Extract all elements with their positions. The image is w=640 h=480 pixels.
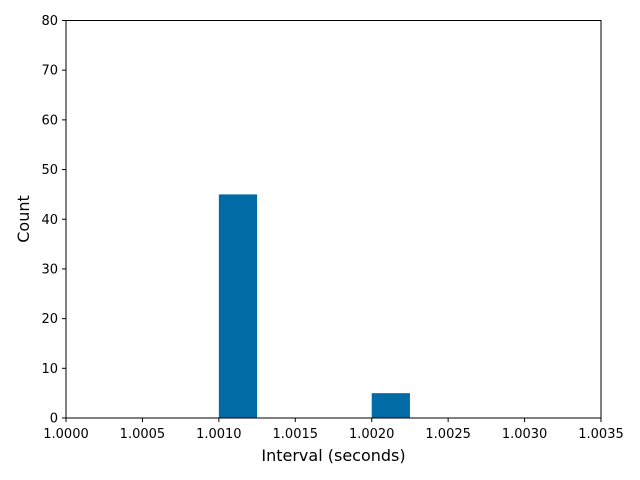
- x-tick-label-2: 1.0010: [196, 427, 242, 442]
- plot-frame: [65, 20, 602, 419]
- y-tick-label-6: 60: [41, 113, 58, 128]
- histogram-bar-0: [218, 194, 258, 418]
- y-tick-label-2: 20: [41, 312, 58, 327]
- y-tick-label-3: 30: [41, 262, 58, 277]
- x-tick-label-1: 1.0005: [120, 427, 166, 442]
- x-tick-label-7: 1.0035: [578, 427, 624, 442]
- x-tick-label-5: 1.0025: [425, 427, 471, 442]
- histogram-bar-1: [371, 393, 410, 418]
- y-tick-label-7: 70: [41, 64, 58, 79]
- x-tick-label-0: 1.0000: [43, 427, 89, 442]
- x-tick-label-3: 1.0015: [273, 427, 319, 442]
- x-tick-label-4: 1.0020: [349, 427, 395, 442]
- bars-group: [218, 194, 410, 418]
- y-axis-ticks: 0 10 20 30 40 50 60 70 80: [41, 14, 66, 427]
- x-axis-ticks: 1.0000 1.0005 1.0010 1.0015 1.0020 1.0025 1.00…: [43, 418, 624, 442]
- x-axis-label: Interval (seconds): [261, 446, 405, 465]
- y-tick-label-5: 50: [41, 163, 58, 178]
- y-tick-label-4: 40: [41, 213, 58, 228]
- x-tick-label-6: 1.0030: [502, 427, 548, 442]
- y-tick-label-8: 80: [41, 14, 58, 29]
- y-tick-label-0: 0: [50, 412, 58, 427]
- y-axis-label: Count: [14, 195, 33, 243]
- y-tick-label-1: 10: [41, 362, 58, 377]
